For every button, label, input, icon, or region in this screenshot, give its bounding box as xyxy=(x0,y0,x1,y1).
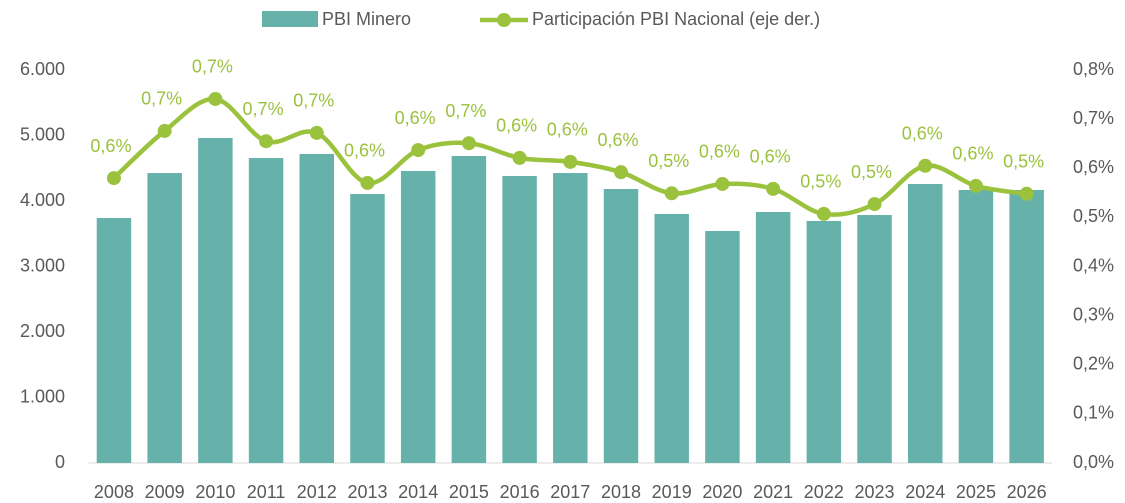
y2-tick-label: 0,5% xyxy=(1073,206,1114,226)
bar xyxy=(806,220,842,463)
y-tick-label: 5.000 xyxy=(20,124,65,144)
legend-label: Participación PBI Nacional (eje der.) xyxy=(532,9,820,29)
data-label: 0,5% xyxy=(851,162,892,182)
bar xyxy=(857,215,892,463)
data-label: 0,7% xyxy=(192,57,233,77)
legend-swatch xyxy=(262,11,318,27)
bar xyxy=(705,230,740,463)
data-label: 0,7% xyxy=(243,99,284,119)
bar xyxy=(654,213,689,463)
y2-tick-label: 0,0% xyxy=(1073,452,1114,472)
bar xyxy=(299,153,335,463)
y2-tick-label: 0,4% xyxy=(1073,255,1114,275)
x-tick-label: 2023 xyxy=(855,482,895,502)
data-label: 0,6% xyxy=(90,136,131,156)
y2-tick-label: 0,3% xyxy=(1073,304,1114,324)
line-marker xyxy=(309,125,324,140)
data-label: 0,7% xyxy=(445,101,486,121)
line-marker xyxy=(766,181,781,196)
y-tick-label: 6.000 xyxy=(20,59,65,79)
line-marker xyxy=(461,136,476,151)
x-tick-label: 2024 xyxy=(905,482,945,502)
x-tick-label: 2021 xyxy=(753,482,793,502)
bar xyxy=(96,218,132,463)
y-tick-label: 1.000 xyxy=(20,386,65,406)
line-marker xyxy=(715,176,730,191)
y2-tick-label: 0,7% xyxy=(1073,108,1114,128)
bar xyxy=(907,183,943,463)
data-label: 0,5% xyxy=(1003,152,1044,172)
x-tick-label: 2010 xyxy=(195,482,235,502)
x-tick-label: 2020 xyxy=(702,482,742,502)
bar xyxy=(451,156,487,463)
data-label: 0,6% xyxy=(547,120,588,140)
y2-tick-label: 0,2% xyxy=(1073,354,1114,374)
x-tick-label: 2013 xyxy=(347,482,387,502)
bar xyxy=(755,212,791,463)
legend-label: PBI Minero xyxy=(322,9,411,29)
bar xyxy=(350,193,385,463)
line-marker xyxy=(867,197,882,212)
bar xyxy=(198,137,233,463)
data-label: 0,6% xyxy=(344,141,385,161)
bar xyxy=(400,171,436,463)
line-marker xyxy=(816,206,831,221)
bar xyxy=(553,173,588,463)
x-tick-label: 2009 xyxy=(145,482,185,502)
line-marker xyxy=(411,143,426,158)
x-tick-label: 2019 xyxy=(652,482,692,502)
x-tick-label: 2022 xyxy=(804,482,844,502)
y-tick-label: 2.000 xyxy=(20,321,65,341)
line-marker xyxy=(157,123,172,138)
data-label: 0,6% xyxy=(952,144,993,164)
x-tick-label: 2016 xyxy=(500,482,540,502)
line-marker xyxy=(360,175,375,190)
x-tick-label: 2026 xyxy=(1007,482,1047,502)
line-marker xyxy=(664,186,679,201)
data-label: 0,6% xyxy=(395,108,436,128)
x-tick-label: 2011 xyxy=(247,482,286,502)
line-marker xyxy=(259,134,274,149)
x-tick-label: 2014 xyxy=(398,482,438,502)
data-label: 0,7% xyxy=(293,91,334,111)
data-label: 0,6% xyxy=(699,142,740,162)
bar xyxy=(1009,189,1044,463)
y-tick-label: 0 xyxy=(55,452,65,472)
line-marker xyxy=(968,178,983,193)
bar xyxy=(248,158,284,464)
x-tick-label: 2018 xyxy=(601,482,641,502)
line-marker xyxy=(106,171,121,186)
bar xyxy=(147,173,182,463)
y2-tick-label: 0,6% xyxy=(1073,157,1114,177)
data-label: 0,6% xyxy=(750,147,791,167)
line-marker xyxy=(563,154,578,169)
y2-tick-label: 0,8% xyxy=(1073,59,1114,79)
data-label: 0,5% xyxy=(800,172,841,192)
data-label: 0,6% xyxy=(902,124,943,144)
data-label: 0,6% xyxy=(496,116,537,136)
y-tick-label: 4.000 xyxy=(20,190,65,210)
x-tick-label: 2025 xyxy=(956,482,996,502)
y-tick-label: 3.000 xyxy=(20,255,65,275)
line-marker xyxy=(1019,186,1034,201)
legend-swatch xyxy=(497,13,511,27)
bar xyxy=(502,175,537,463)
line-marker xyxy=(208,91,223,106)
x-tick-label: 2012 xyxy=(297,482,337,502)
data-label: 0,5% xyxy=(648,151,689,171)
x-tick-label: 2008 xyxy=(94,482,134,502)
bar xyxy=(958,189,994,463)
line-marker xyxy=(918,158,933,173)
line-marker xyxy=(512,150,527,165)
bar xyxy=(603,189,639,464)
data-label: 0,7% xyxy=(141,89,182,109)
data-label: 0,6% xyxy=(597,130,638,150)
x-tick-label: 2015 xyxy=(449,482,489,502)
line-marker xyxy=(614,165,629,180)
y2-tick-label: 0,1% xyxy=(1073,403,1114,423)
x-tick-label: 2017 xyxy=(550,482,590,502)
